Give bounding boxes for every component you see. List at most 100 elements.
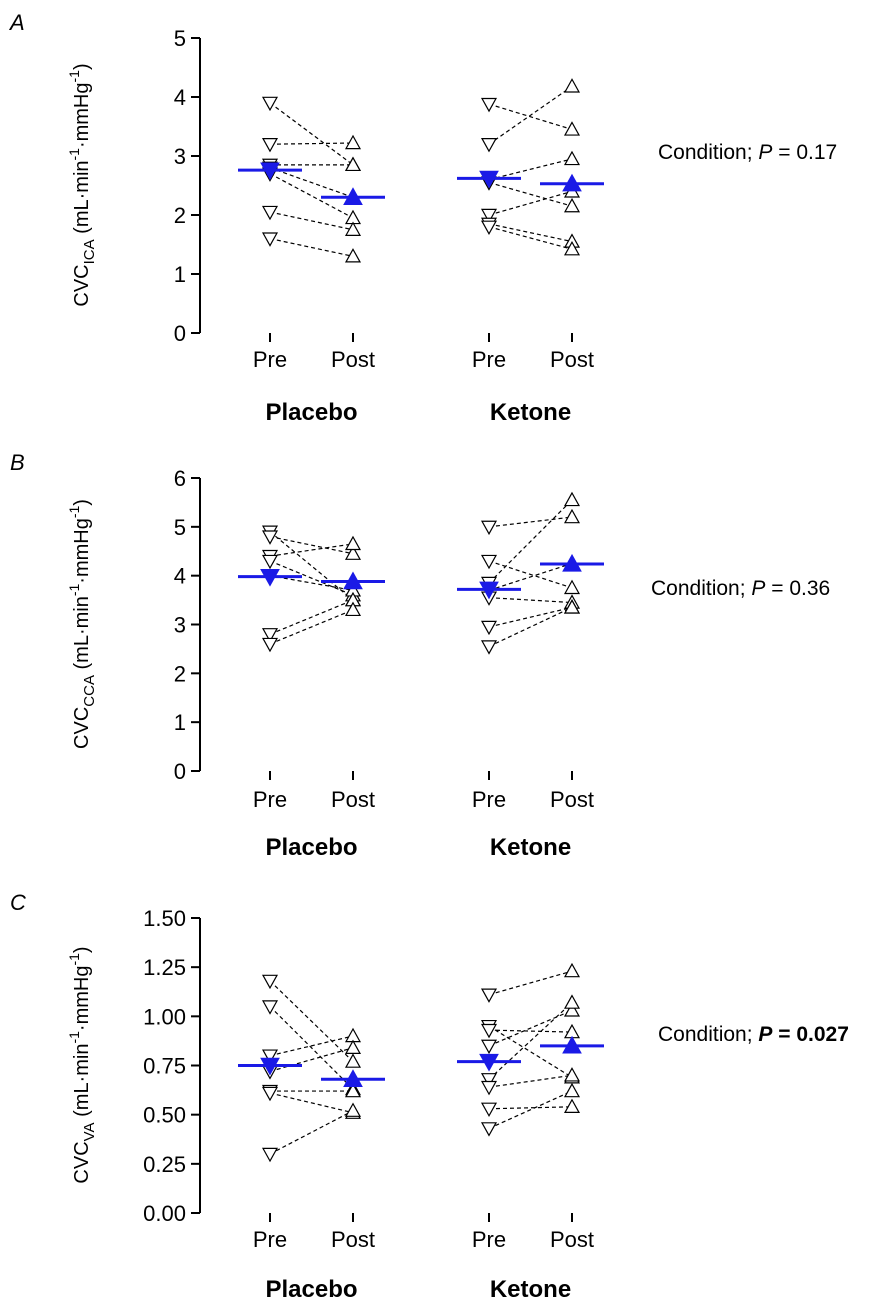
x-tick-label: Pre <box>472 787 506 812</box>
individual-line-placebo <box>269 1047 354 1072</box>
y-tick-label: 0 <box>174 759 186 784</box>
y-axis-label-part: ) <box>71 946 93 953</box>
y-tick-label: 0.75 <box>143 1054 186 1079</box>
mean-marker-post-ketone <box>562 173 582 192</box>
mean-marker-pre-placebo <box>260 162 280 181</box>
individual-line-placebo <box>269 142 354 145</box>
pre-point-placebo <box>261 138 279 153</box>
individual-line-ketone <box>488 226 573 250</box>
individual-line-placebo <box>269 167 354 198</box>
pre-point-placebo <box>261 637 279 653</box>
individual-line-ketone <box>488 1002 573 1080</box>
post-point-ketone <box>563 1002 581 1017</box>
mean-marker-post-ketone <box>562 1035 582 1054</box>
pre-point-placebo <box>261 530 279 545</box>
individual-line-ketone <box>488 1009 573 1047</box>
pre-point-placebo <box>261 1000 279 1015</box>
y-tick-label: 5 <box>174 26 186 51</box>
individual-line-placebo <box>269 1006 354 1090</box>
individual-line-ketone <box>488 562 573 591</box>
x-tick-label: Pre <box>472 347 506 372</box>
individual-line-ketone <box>488 1074 573 1088</box>
post-point-ketone <box>563 121 581 136</box>
pre-point-placebo <box>261 974 279 990</box>
x-tick-label: Post <box>331 347 375 372</box>
y-axis-label-part: ) <box>71 499 93 506</box>
y-axis-label-part: -1 <box>66 953 82 966</box>
post-point-ketone <box>563 197 581 213</box>
y-axis-label-part: -1 <box>66 148 82 161</box>
y-tick-label: 1 <box>174 262 186 287</box>
x-tick-label: Pre <box>253 347 287 372</box>
x-tick-label: Post <box>331 787 375 812</box>
pre-point-placebo <box>261 205 279 221</box>
y-axis-label-part: ·mmHg <box>71 82 93 148</box>
pre-point-placebo <box>261 1086 279 1102</box>
y-axis-label-part: ·mmHg <box>71 518 93 584</box>
y-axis-label-part: -1 <box>66 506 82 519</box>
panel-c: C 0.00 0.25 0.50 0.75 1.00 1.25 1.50 Pre Post Pre P… <box>10 890 849 1303</box>
post-point-placebo <box>344 156 362 172</box>
y-axis-label-part: -1 <box>66 70 82 83</box>
y-tick-label: 2 <box>174 661 186 686</box>
pre-point-ketone <box>480 138 498 153</box>
individual-line-placebo <box>269 102 354 166</box>
y-axis-label-part: -1 <box>66 584 82 597</box>
y-axis-label-part: CVC <box>71 1141 93 1183</box>
individual-line-ketone <box>488 970 573 996</box>
y-tick-label: 0.00 <box>143 1201 186 1226</box>
pre-point-ketone <box>480 1073 498 1088</box>
post-point-placebo <box>344 535 362 551</box>
post-point-ketone <box>563 994 581 1009</box>
mean-marker-post-ketone <box>562 553 582 572</box>
pre-point-placebo <box>261 1049 279 1064</box>
post-point-ketone <box>563 78 581 93</box>
mean-marker-post-placebo <box>343 187 363 205</box>
pre-point-ketone <box>480 640 498 655</box>
y-tick-label: 1.25 <box>143 955 186 980</box>
pre-point-ketone <box>480 220 498 236</box>
panel-letter: C <box>10 890 26 915</box>
pre-point-ketone <box>480 208 498 224</box>
y-tick-label: 5 <box>174 515 186 540</box>
y-axis-label-part: CCA <box>81 675 98 707</box>
y-axis-label-part: ·mmHg <box>71 966 93 1032</box>
y-tick-label: 0 <box>174 321 186 346</box>
group-label: Ketone <box>490 1276 571 1299</box>
x-tick-label: Post <box>550 347 594 372</box>
individual-line-ketone <box>488 1090 573 1129</box>
x-tick-label: Post <box>550 1227 594 1252</box>
post-point-placebo <box>344 601 362 617</box>
post-point-placebo <box>344 545 362 560</box>
pre-point-placebo <box>261 232 279 247</box>
y-axis-label-part: (mL·min <box>71 160 93 239</box>
post-point-placebo <box>344 248 362 263</box>
stat-annotation: Condition; P = 0.17 <box>658 141 837 164</box>
individual-line-ketone <box>488 606 573 628</box>
individual-line-placebo <box>269 560 354 596</box>
individual-line-ketone <box>488 499 573 584</box>
mean-marker-post-placebo <box>343 1069 363 1087</box>
y-axis-label-part: CVC <box>71 264 93 306</box>
post-point-ketone <box>563 579 581 595</box>
y-tick-label: 0.25 <box>143 1152 186 1177</box>
y-axis-label-part: ICA <box>81 239 98 264</box>
individual-line-placebo <box>269 609 354 645</box>
individual-line-ketone <box>488 597 573 604</box>
pre-point-ketone <box>480 1023 498 1039</box>
post-point-ketone <box>563 1067 581 1082</box>
mean-marker-pre-placebo <box>260 568 280 587</box>
y-axis-label-part: ) <box>71 63 93 70</box>
individual-line-ketone <box>488 158 573 181</box>
individual-line-ketone <box>488 560 573 589</box>
post-point-ketone <box>563 508 581 524</box>
post-point-placebo <box>344 1082 362 1098</box>
individual-line-placebo <box>269 1110 354 1155</box>
y-axis-label-part: VA <box>81 1122 98 1141</box>
x-tick-label: Post <box>550 787 594 812</box>
individual-line-ketone <box>488 181 573 207</box>
post-point-ketone <box>563 1082 581 1098</box>
post-point-placebo <box>344 1039 362 1055</box>
individual-line-ketone <box>488 223 573 243</box>
y-axis-label-part: (mL·min <box>71 1044 93 1123</box>
